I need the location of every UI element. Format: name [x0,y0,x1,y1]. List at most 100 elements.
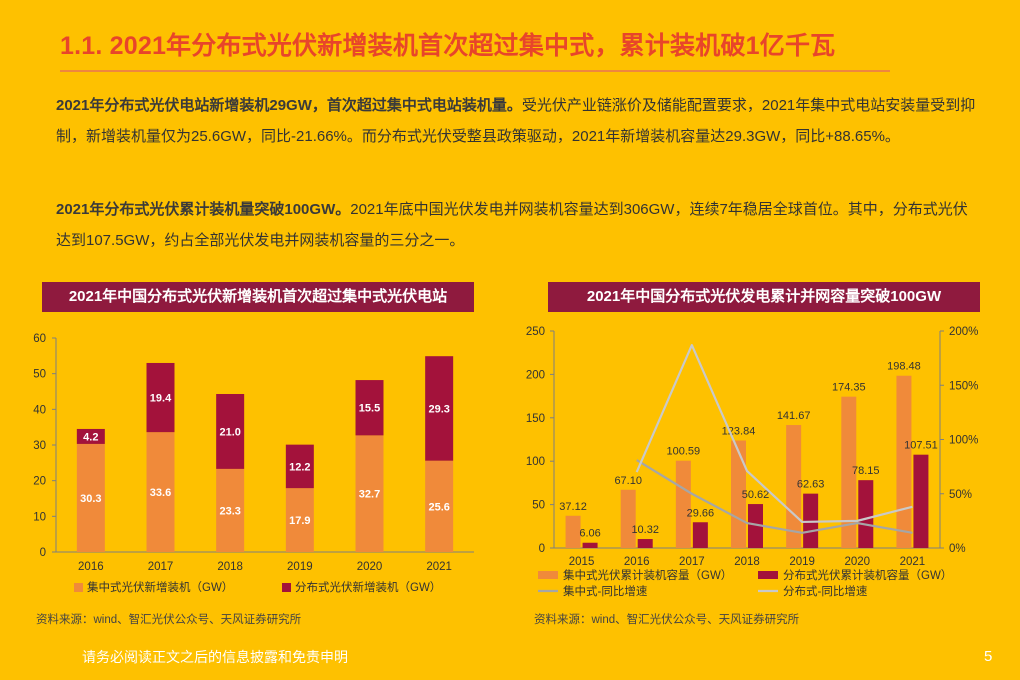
chart-2-data-label-centralized: 198.48 [887,361,921,373]
chart-1-bar-centralized [146,432,175,552]
chart-2-x-tick-label: 2017 [679,556,705,568]
chart-1-data-label-centralized: 32.7 [359,489,380,501]
chart-1-legend-swatch-centralized [74,583,83,592]
page-number: 5 [984,648,993,665]
chart-2-x-tick-label: 2021 [900,556,926,568]
chart-2-bar-centralized [841,396,857,548]
chart-2-legend-swatch-distributed [758,571,778,579]
chart-2-legend-centralized-growth: 集中式-同比增速 [563,584,648,598]
chart-1-source: 资料来源：wind、智汇光伏公众号、天风证券研究所 [36,614,302,626]
chart-1-data-label-centralized: 23.3 [219,505,240,517]
chart-2-y-tick-label: 50 [532,500,545,512]
chart-2-x-tick-label: 2020 [844,556,870,568]
chart-1-x-tick-label: 2016 [78,561,104,573]
chart-2-line-centralized-growth [636,459,913,534]
chart-2-y2-tick-label: 200% [949,326,978,338]
chart-2-bar-distributed [913,454,929,548]
chart-1-data-label-distributed: 21.0 [219,426,240,438]
chart-1-y-tick-label: 0 [40,547,46,559]
chart-2-data-label-centralized: 37.12 [559,501,587,513]
chart-1-bar-distributed [76,428,105,444]
chart-2-bar-centralized [896,375,912,548]
chart-1-bar-centralized [285,488,314,552]
footer-disclaimer: 请务必阅读正文之后的信息披露和免责申明 [82,649,348,665]
chart-2-bar-distributed [637,539,653,548]
chart-2-bar-distributed [748,504,763,548]
chart-2-x-tick-label: 2015 [569,556,595,568]
paragraph-2-text: 2021年底中国光伏发电并网装机容量达到306GW，连续7年稳居全球首位。其中，… [56,201,968,249]
chart-1-x-tick-label: 2021 [426,561,452,573]
chart-2-axes: 0 50 100 150 200 250 0% 50% 100% 150% 200% 2015 2016… [526,326,979,568]
chart-2-title: 2021年中国分布式光伏发电累计并网容量突破100GW [548,282,980,312]
chart-2-y-tick-label: 200 [526,369,545,381]
chart-1-data-label-centralized: 30.3 [80,493,101,505]
chart-1-data-label-distributed: 15.5 [359,403,380,415]
chart-1-data-label-centralized: 25.6 [428,501,449,513]
chart-2-x-tick-label: 2016 [624,556,650,568]
chart-2-y2-tick-label: 150% [949,380,978,392]
chart-1-y-tick-label: 30 [33,440,46,452]
chart-2-data-label-centralized: 100.59 [667,446,701,458]
chart-1-bar-distributed [425,356,454,461]
chart-1-legend-swatch-distributed [282,583,291,592]
chart-2-bar-distributed [582,542,598,548]
chart-2-data-label-centralized: 174.35 [832,382,866,394]
chart-2-line-distributed-growth [635,344,913,524]
chart-2-bar-centralized [565,515,581,548]
chart-1-legend-distributed: 分布式光伏新增装机（GW） [295,580,441,594]
paragraph-1: 2021年分布式光伏电站新增装机29GW，首次超过集中式电站装机量。受光伏产业链… [56,90,976,152]
chart-2-x-tick-label: 2018 [734,556,760,568]
chart-1-bar-distributed [216,393,245,469]
chart-2-y2-tick-label: 100% [949,435,978,447]
chart-1-x-tick-label: 2020 [357,561,383,573]
chart-1-data-label-distributed: 12.2 [289,461,310,473]
paragraph-1-lead: 2021年分布式光伏电站新增装机29GW，首次超过集中式电站装机量。 [56,97,522,114]
title-divider [60,70,890,72]
chart-1-bar-centralized [355,435,384,552]
page-title: 1.1. 2021年分布式光伏新增装机首次超过集中式，累计装机破1亿千瓦 [60,32,836,60]
chart-1-bar-distributed [285,444,314,489]
chart-1-data-label-distributed: 29.3 [428,403,449,415]
chart-2-data-label-centralized: 67.10 [614,475,642,487]
chart-1-y-tick-label: 60 [33,333,46,345]
chart-2-legend-distributed: 分布式光伏累计装机容量（GW） [783,568,952,582]
chart-1-x-tick-label: 2018 [217,561,243,573]
chart-1-bar-centralized [216,468,245,552]
chart-2-source: 资料来源：wind、智汇光伏公众号、天风证券研究所 [534,614,800,626]
chart-1-legend-centralized: 集中式光伏新增装机（GW） [87,580,233,594]
chart-1-y-tick-label: 50 [33,369,46,381]
chart-2-y-tick-label: 100 [526,456,545,468]
chart-2-legend-swatch-centralized [538,571,558,579]
chart-1-title: 2021年中国分布式光伏新增装机首次超过集中式光伏电站 [42,282,474,312]
chart-2-y-tick-label: 150 [526,413,545,425]
chart-2-data-label-distributed: 50.62 [742,489,770,501]
chart-2-bar-distributed [858,480,874,548]
chart-2-data-label-distributed: 107.51 [904,440,938,452]
paragraph-2-lead: 2021年分布式光伏累计装机量突破100GW。 [56,201,351,218]
chart-2-data-label-distributed: 10.32 [631,524,659,536]
chart-2-data-label-distributed: 29.66 [687,507,715,519]
chart-2-bar-distributed [692,522,708,548]
chart-2-data-label-distributed: 78.15 [852,465,880,477]
chart-1-bar-distributed [355,380,384,436]
chart-1-data-label-centralized: 33.6 [150,487,171,499]
chart-2-bar-centralized [675,460,691,548]
chart-2-bar-centralized [620,489,636,548]
chart-1-y-tick-label: 20 [33,476,46,488]
chart-1-y-tick-label: 10 [33,511,46,523]
chart-2-data-label-distributed: 62.63 [797,479,825,491]
chart-2-y2-tick-label: 50% [949,489,972,501]
chart-1-bar-centralized [425,460,454,552]
chart-2-data-label-distributed: 6.06 [579,528,600,540]
chart-1-data-label-distributed: 19.4 [150,393,172,405]
paragraph-2: 2021年分布式光伏累计装机量突破100GW。2021年底中国光伏发电并网装机容… [56,194,976,256]
chart-2-y-tick-label: 0 [539,543,545,555]
chart-1-bar-centralized [76,443,105,552]
chart-1-data-label-centralized: 17.9 [289,515,310,527]
chart-2-x-tick-label: 2019 [789,556,815,568]
chart-1-data-label-distributed: 4.2 [83,431,98,443]
chart-1-y-tick-label: 40 [33,404,46,416]
chart-2-legend-centralized: 集中式光伏累计装机容量（GW） [563,568,732,582]
chart-2-y2-tick-label: 0% [949,543,966,555]
chart-2-legend-distributed-growth: 分布式-同比增速 [783,584,868,598]
